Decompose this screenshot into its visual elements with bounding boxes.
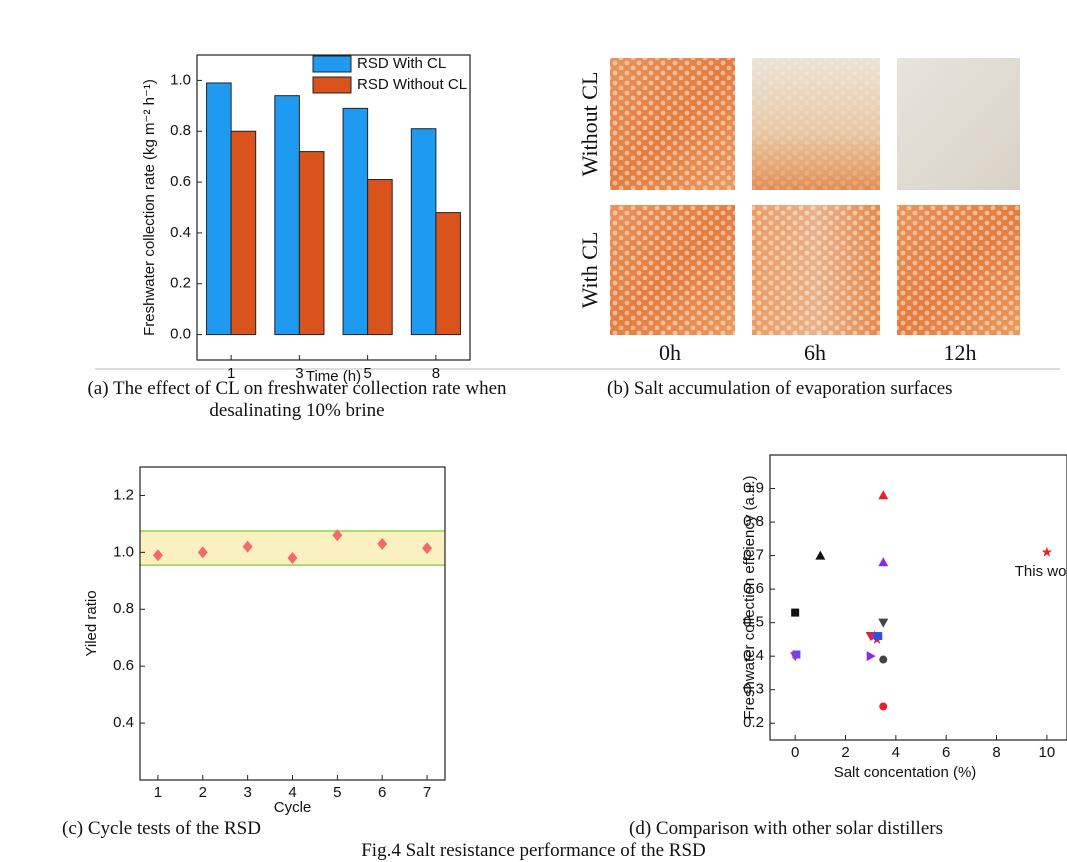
x-axis-label: Time (h): [306, 368, 361, 385]
y-tick-label: 0.4: [113, 714, 134, 731]
y-tick-label: 0.2: [743, 714, 764, 731]
x-tick-label: 4: [288, 784, 296, 801]
point: [422, 542, 433, 555]
y-tick-label: 0.8: [170, 122, 191, 139]
y-axis-label: Freshwater collection effciency (a.u.): [741, 476, 758, 720]
x-tick-label: 10: [1039, 744, 1056, 761]
x-tick-label: 6: [378, 784, 386, 801]
plot-frame: [196, 54, 471, 361]
column-label: 12h: [944, 340, 977, 365]
legend-swatch: [312, 76, 352, 94]
x-tick-label: 1: [227, 365, 235, 382]
x-tick-label: 1: [154, 784, 162, 801]
y-tick-label: 1.0: [113, 543, 134, 560]
bar: [298, 151, 325, 336]
annotation: This work: [1015, 563, 1067, 580]
x-tick-label: 3: [243, 784, 251, 801]
point: [866, 651, 876, 662]
y-tick-label: 0.2: [170, 275, 191, 292]
x-tick-label: 7: [423, 784, 431, 801]
plot-frame: [139, 466, 446, 781]
photo-texture: [752, 205, 880, 335]
point: [815, 550, 826, 560]
point: [242, 540, 253, 553]
y-tick-label: 0.6: [743, 580, 764, 597]
photo-texture: [610, 205, 735, 335]
y-axis-label: Yiled ratio: [83, 590, 100, 656]
point: [287, 552, 298, 565]
bar: [230, 130, 257, 336]
point: [1041, 546, 1053, 557]
y-tick-label: 0.3: [743, 681, 764, 698]
y-tick-label: 0.8: [113, 600, 134, 617]
y-tick-label: 0.9: [743, 479, 764, 496]
bar: [367, 179, 393, 336]
point: [332, 529, 343, 542]
point: [152, 549, 163, 562]
point: [377, 537, 388, 550]
legend-swatch: [312, 55, 352, 73]
photo-texture: [610, 58, 735, 190]
caption: (c) Cycle tests of the RSD: [62, 818, 261, 839]
photo-panel: Without CL With CL 0h 6h 12h: [577, 58, 1020, 365]
y-tick-label: 1.0: [170, 71, 191, 88]
y-tick-label: 0.6: [113, 657, 134, 674]
x-tick-label: 8: [432, 365, 440, 382]
row-label: Without CL: [577, 72, 602, 177]
y-tick-label: 0.0: [170, 326, 191, 343]
column-label: 0h: [659, 340, 681, 365]
caption: (a) The effect of CL on freshwater colle…: [87, 378, 507, 421]
bar: [274, 95, 300, 336]
y-tick-label: 0.5: [743, 614, 764, 631]
bar: [342, 107, 369, 336]
x-tick-label: 6: [942, 744, 950, 761]
bar: [206, 82, 232, 336]
point: [878, 490, 889, 500]
y-tick-label: 0.4: [170, 224, 191, 241]
point: [878, 618, 889, 628]
point: [874, 632, 883, 641]
y-tick-label: 0.7: [743, 547, 764, 564]
legend-label: RSD Without CL: [357, 76, 467, 93]
bar: [435, 212, 461, 336]
point: [878, 557, 889, 567]
x-axis-label: Cycle: [274, 799, 312, 816]
caption: (b) Salt accumulation of evaporation sur…: [607, 378, 953, 399]
column-label: 6h: [804, 340, 826, 365]
row-label: With CL: [577, 232, 602, 309]
photo-texture: [897, 205, 1020, 335]
y-tick-label: 0.8: [743, 513, 764, 530]
point: [791, 608, 800, 617]
y-tick-label: 1.2: [113, 486, 134, 503]
caption: (d) Comparison with other solar distille…: [629, 818, 943, 839]
x-tick-label: 5: [333, 784, 341, 801]
x-tick-label: 3: [295, 365, 303, 382]
x-axis-label: Salt concentation (%): [834, 764, 977, 781]
y-tick-label: 0.6: [170, 173, 191, 190]
x-tick-label: 4: [892, 744, 900, 761]
x-tick-label: 8: [992, 744, 1000, 761]
bar: [410, 128, 437, 336]
point: [879, 655, 888, 664]
point: [792, 650, 801, 659]
point: [879, 702, 888, 711]
photo-tile: [897, 58, 1020, 190]
photo-texture: [752, 58, 880, 190]
x-tick-label: 2: [199, 784, 207, 801]
y-tick-label: 0.4: [743, 647, 764, 664]
y-axis-label: Freshwater collection rate (kg m⁻² h⁻¹): [141, 79, 158, 336]
figure-caption: Fig.4 Salt resistance performance of the…: [361, 840, 706, 861]
point: [197, 546, 208, 559]
x-tick-label: 2: [841, 744, 849, 761]
plot-frame: [769, 454, 1067, 741]
legend-label: RSD With CL: [357, 55, 446, 72]
x-tick-label: 0: [791, 744, 799, 761]
x-tick-label: 5: [363, 365, 371, 382]
